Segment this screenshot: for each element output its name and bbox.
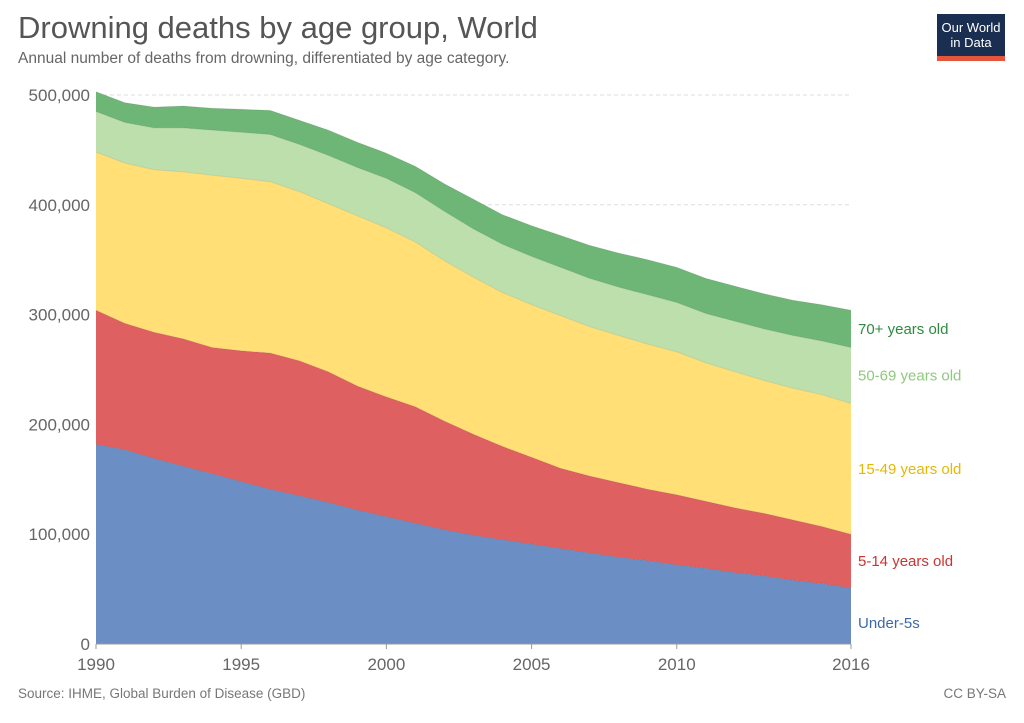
area-age15_49[interactable]: [96, 152, 851, 535]
x-tick-label: 1995: [222, 655, 260, 674]
series-label-age70plus: 70+ years old: [858, 321, 948, 338]
area-age5_14[interactable]: [96, 310, 851, 588]
y-tick-label: 500,000: [29, 86, 90, 105]
license-link[interactable]: CC BY-SA: [943, 686, 1006, 701]
area-edge-under5: [95, 443, 852, 589]
chart-title: Drowning deaths by age group, World: [18, 10, 538, 45]
area-age70plus[interactable]: [96, 91, 851, 348]
series-label-age50_69: 50-69 years old: [858, 368, 961, 385]
series-label-under5: Under-5s: [858, 615, 920, 632]
x-tick-label: 2016: [832, 655, 870, 674]
logo-line-2: in Data: [950, 35, 992, 50]
owid-logo[interactable]: Our World in Data: [937, 14, 1005, 61]
x-axis-ticks: 1990 1995 2000 2005 2010 2016: [77, 644, 870, 674]
x-tick-label: 2010: [658, 655, 696, 674]
series-label-age15_49: 15-49 years old: [858, 461, 961, 478]
y-tick-label: 100,000: [29, 525, 90, 544]
series-label-age5_14: 5-14 years old: [858, 553, 953, 570]
y-tick-label: 400,000: [29, 196, 90, 215]
area-edge-age50_69: [95, 111, 852, 348]
source-note[interactable]: Source: IHME, Global Burden of Disease (…: [18, 686, 306, 701]
series-labels: Under-5s 5-14 years old 15-49 years old 50-…: [858, 321, 961, 632]
area-edge-age5_14: [95, 309, 852, 535]
x-tick-label: 2005: [513, 655, 551, 674]
area-age50_69[interactable]: [96, 111, 851, 404]
chart-subtitle: Annual number of deaths from drowning, d…: [18, 50, 510, 67]
y-axis-ticks: 0 100,000 200,000 300,000 400,000 500,000: [29, 86, 90, 654]
logo-line-1: Our World: [941, 20, 1001, 35]
x-tick-label: 1990: [77, 655, 115, 674]
area-under5[interactable]: [96, 444, 851, 644]
area-edge-age15_49: [95, 151, 852, 404]
y-tick-label: 200,000: [29, 415, 90, 434]
x-tick-label: 2000: [367, 655, 405, 674]
area-edge-age70plus: [95, 91, 852, 311]
y-tick-label: 300,000: [29, 306, 90, 325]
logo-accent-bar: [937, 56, 1005, 61]
y-tick-label: 0: [81, 635, 90, 654]
area-series: [95, 91, 852, 645]
